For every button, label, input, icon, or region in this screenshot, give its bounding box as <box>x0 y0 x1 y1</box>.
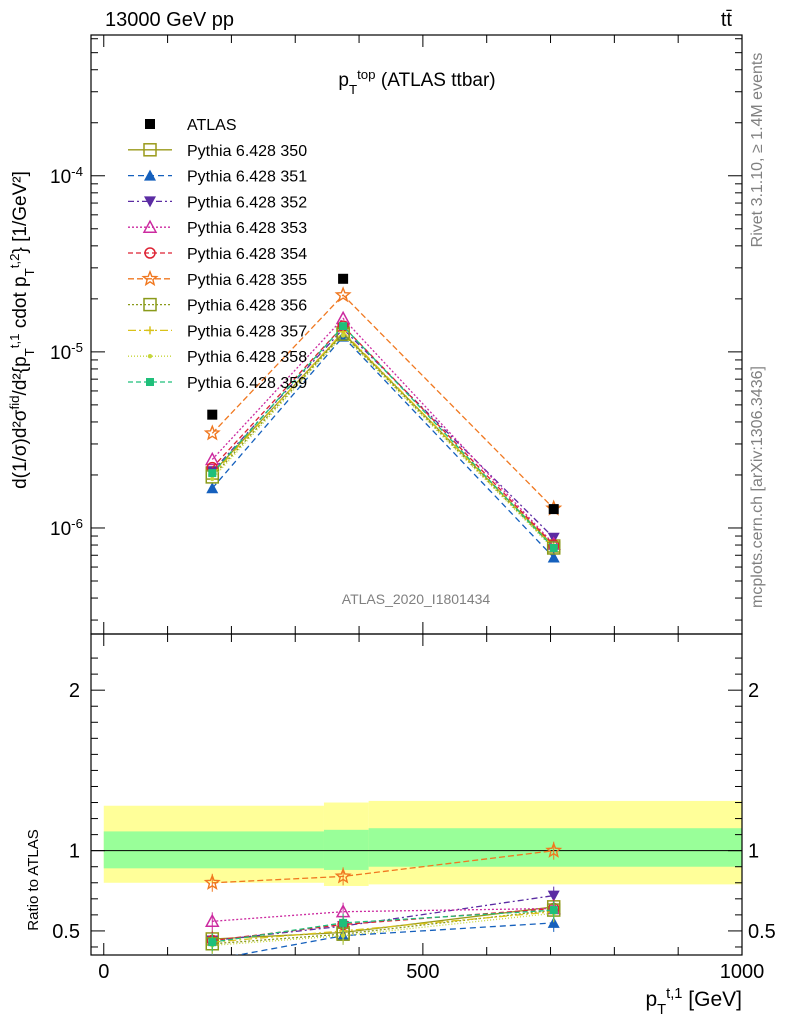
ratio-ytick-label-right: 0.5 <box>748 921 776 943</box>
mcplots-label: mcplots.cern.ch [arXiv:1306.3436] <box>749 366 766 608</box>
legend-marker <box>143 297 157 312</box>
legend-marker <box>144 247 156 259</box>
series-marker <box>549 543 558 552</box>
series-line <box>211 333 555 549</box>
legend-marker <box>146 326 154 335</box>
legend-label: Pythia 6.428 357 <box>187 323 307 340</box>
ratio-marker <box>339 918 348 927</box>
xtick-label: 1000 <box>720 961 765 983</box>
legend-label: Pythia 6.428 356 <box>187 298 307 315</box>
ratio-ytick-label: 1 <box>69 841 80 863</box>
series-marker <box>205 451 220 466</box>
legend-marker <box>143 143 157 157</box>
legend-marker <box>142 219 158 233</box>
rivet-label: Rivet 3.1.10, ≥ 1.4M events <box>749 53 766 248</box>
ratio-marker <box>208 938 217 947</box>
ratio-marker <box>549 906 558 915</box>
main-panel: 10-6​ 10-5​ 10-4​ d(1/σ)d²σfid​/d²{pT​t,1​ … <box>7 34 743 635</box>
ratio-bands <box>91 800 742 886</box>
band-inner-1 <box>323 829 369 870</box>
main-ytick-label: 10-6​ <box>50 515 83 540</box>
xtick-label: 500 <box>406 961 439 983</box>
legend-label: Pythia 6.428 354 <box>187 246 307 263</box>
series-line <box>211 317 555 545</box>
legend-marker-atlas <box>145 119 155 129</box>
legend: ATLAS Pythia 6.428 350 Pythia 6.428 351 Pyt… <box>128 117 307 392</box>
series-marker <box>339 322 348 331</box>
series-marker <box>546 541 561 555</box>
header-right: tt̄ <box>721 9 733 31</box>
legend-label: Pythia 6.428 353 <box>187 220 307 237</box>
ratio-series <box>203 841 563 955</box>
x-axis-title: pT​t,1​ [GeV] <box>645 986 742 1018</box>
legend-marker <box>144 196 156 208</box>
ratio-line <box>212 912 554 947</box>
atlas-data-point <box>338 273 349 284</box>
ratio-line <box>212 911 554 943</box>
legend-marker <box>144 169 156 181</box>
ratio-ytick-label: 2 <box>69 680 80 702</box>
ratio-marker <box>334 867 352 884</box>
ratio-marker <box>340 933 346 938</box>
series-marker <box>206 482 219 494</box>
ratio-marker <box>211 953 213 955</box>
series-marker <box>203 424 221 441</box>
series-marker <box>547 551 560 563</box>
ratio-marker <box>547 890 560 902</box>
ratio-ytick-label-right: 1 <box>748 841 759 863</box>
ratio-frame <box>90 633 743 956</box>
legend-label: Pythia 6.428 359 <box>187 375 307 392</box>
band-inner-0 <box>103 831 324 869</box>
ratio-ytick-label: 0.5 <box>52 921 80 943</box>
main-ytick-label: 10-5​ <box>50 339 83 364</box>
ratio-ylabel: Ratio to ATLAS <box>25 829 42 930</box>
series-line <box>211 294 555 509</box>
series-marker <box>340 333 346 338</box>
legend-marker <box>147 354 153 359</box>
legend-label: Pythia 6.428 358 <box>187 349 307 366</box>
legend-marker <box>141 269 159 287</box>
ratio-ytick-label-right: 2 <box>748 680 759 702</box>
ratio-marker <box>203 873 221 890</box>
series-marker <box>334 286 352 303</box>
main-title: pT​top​ (ATLAS ttbar) <box>338 67 495 97</box>
ratio-marker <box>547 916 560 928</box>
main-y-axis-title: d(1/σ)d²σfid​/d²{pT​t,1​ cdot pT​t,2​} [… <box>7 171 37 489</box>
header-left: 13000 GeV pp <box>105 9 234 31</box>
legend-label: Pythia 6.428 351 <box>187 169 307 186</box>
legend-label: Pythia 6.428 350 <box>187 143 307 160</box>
series-marker <box>210 476 215 482</box>
ratio-marker <box>205 913 220 928</box>
analysis-watermark: ATLAS_2020_I1801434 <box>342 591 491 607</box>
atlas-data-point <box>207 409 218 420</box>
legend-label: Pythia 6.428 352 <box>187 194 307 211</box>
legend-label: Pythia 6.428 355 <box>187 272 307 289</box>
series-line <box>211 335 555 558</box>
main-ytick-label: 10-4​ <box>50 163 83 188</box>
xtick-label: 0 <box>98 961 109 983</box>
legend-marker <box>146 378 154 386</box>
ratio-marker <box>545 841 563 858</box>
legend-label: ATLAS <box>187 117 237 134</box>
series-marker <box>208 469 217 478</box>
main-series <box>203 273 563 563</box>
ratio-panel: 0.5 0.5 1 1 2 2 0 500 1000 pT​t,1​ [GeV] <box>52 633 776 1018</box>
atlas-data-point <box>548 504 559 515</box>
